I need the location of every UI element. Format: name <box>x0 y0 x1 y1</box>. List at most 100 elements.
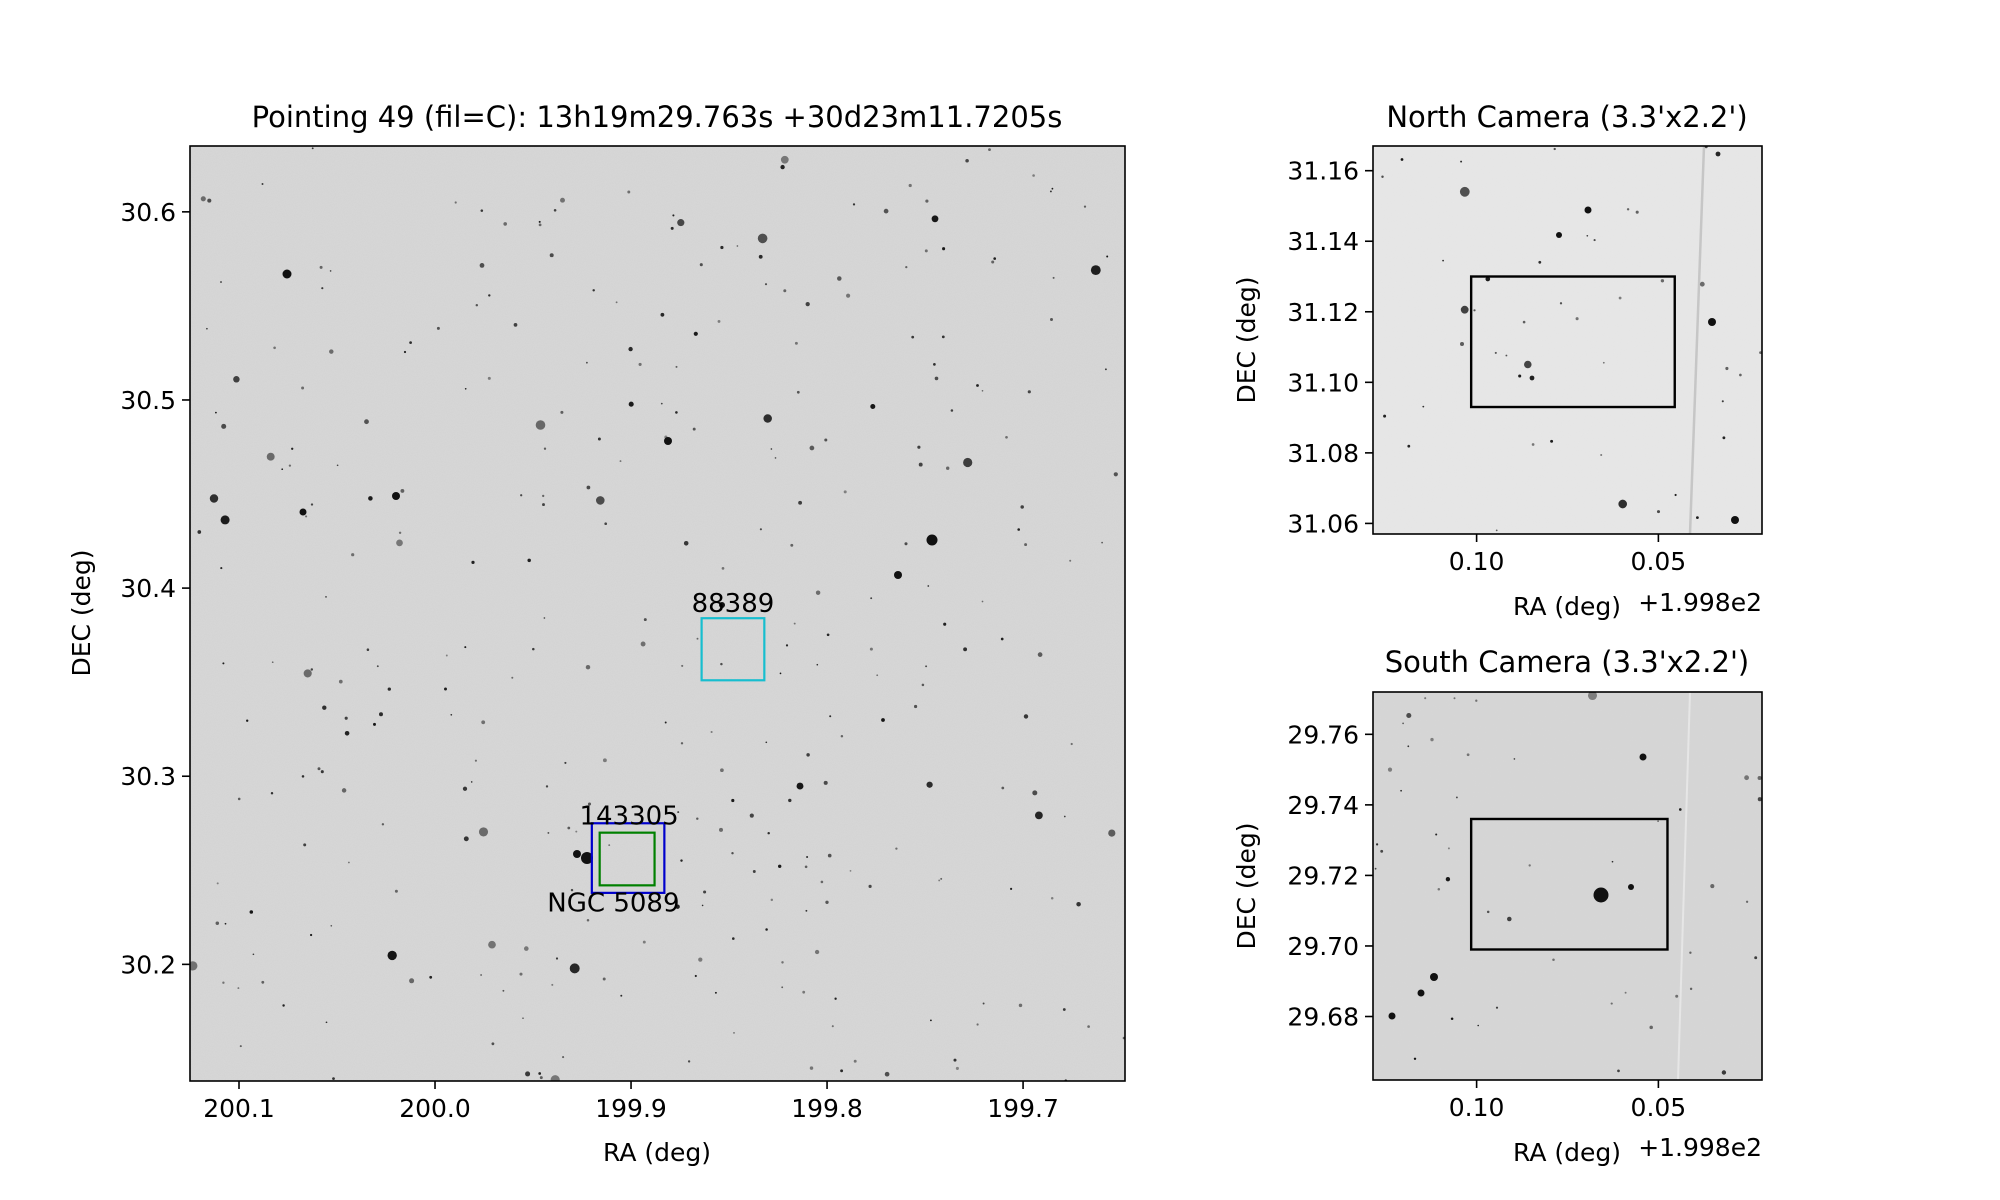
star <box>793 622 796 625</box>
star <box>664 721 667 724</box>
main-y-ticks: 30.2 30.3 30.4 30.5 30.6 <box>120 198 190 979</box>
star <box>628 401 634 407</box>
star <box>831 1025 834 1028</box>
star <box>774 457 777 459</box>
star <box>670 226 674 230</box>
star <box>905 265 908 269</box>
star <box>717 319 721 323</box>
main-panel: Pointing 49 (fil=C): 13h19m29.763s +30d2… <box>67 100 1126 1167</box>
star <box>1380 849 1384 853</box>
star <box>883 208 889 214</box>
star <box>733 1032 735 1034</box>
star <box>1689 987 1693 991</box>
star <box>693 331 698 336</box>
star <box>925 199 929 203</box>
north-x-ticks: 0.10 0.05 <box>1449 534 1686 576</box>
star <box>329 270 332 272</box>
star <box>1447 847 1450 850</box>
star <box>849 870 852 872</box>
star <box>1710 884 1715 889</box>
star <box>200 196 206 202</box>
star <box>1699 281 1705 287</box>
star <box>1660 279 1665 283</box>
star <box>479 263 485 268</box>
star <box>409 978 415 984</box>
star <box>870 404 876 409</box>
star <box>596 496 605 505</box>
star <box>627 190 631 194</box>
star <box>1005 435 1008 439</box>
star <box>310 668 314 671</box>
star <box>1586 234 1589 237</box>
star <box>783 289 787 293</box>
star <box>344 731 350 736</box>
star <box>918 462 923 467</box>
star <box>736 245 739 247</box>
bright-star <box>392 492 400 500</box>
star <box>926 781 933 788</box>
star <box>911 335 915 339</box>
north-fov-box <box>1469 275 1676 409</box>
south-y-tick-label: 29.76 <box>1287 720 1359 749</box>
star <box>1674 493 1677 497</box>
star <box>373 722 376 726</box>
star <box>325 1021 328 1024</box>
star <box>261 183 264 185</box>
star <box>398 531 402 534</box>
star <box>1656 510 1661 514</box>
star <box>336 464 339 467</box>
star <box>464 387 467 390</box>
bright-star <box>1388 1012 1396 1020</box>
star <box>770 448 773 450</box>
star <box>1635 210 1639 214</box>
star <box>1001 786 1005 790</box>
star <box>846 293 851 298</box>
star <box>330 924 333 927</box>
star <box>1524 360 1532 369</box>
star <box>798 500 803 505</box>
star <box>1602 361 1605 364</box>
bright-star <box>894 571 902 579</box>
star <box>543 447 547 450</box>
star <box>1032 790 1038 796</box>
star <box>1757 775 1762 781</box>
star <box>1678 808 1682 811</box>
star <box>215 921 220 926</box>
star <box>224 922 227 925</box>
main-x-axis-label: RA (deg) <box>603 1138 711 1167</box>
star <box>781 961 784 964</box>
star <box>752 870 756 873</box>
star <box>946 466 950 470</box>
star <box>934 376 939 381</box>
star <box>525 1071 531 1077</box>
star <box>207 198 212 203</box>
star <box>1552 958 1555 961</box>
star <box>950 409 954 412</box>
star <box>757 233 768 244</box>
star <box>310 503 314 506</box>
star <box>366 648 370 651</box>
star <box>481 720 486 725</box>
star <box>560 410 564 414</box>
star <box>338 679 343 684</box>
north-camera-panel: North Camera (3.3'x2.2') 0.10 0.05 31.063… <box>1232 100 1763 621</box>
star <box>1400 789 1402 792</box>
star <box>1023 714 1029 719</box>
star <box>454 201 457 204</box>
star <box>927 585 930 587</box>
star <box>1757 797 1762 802</box>
star <box>1486 910 1490 914</box>
star <box>714 991 717 994</box>
star <box>853 1059 857 1063</box>
star <box>1759 351 1762 354</box>
star <box>444 687 447 691</box>
star <box>301 775 305 778</box>
bright-star <box>719 602 725 608</box>
south-y-tick-label: 29.72 <box>1287 861 1359 890</box>
star <box>1553 147 1556 151</box>
star <box>1618 296 1622 300</box>
star <box>608 844 611 847</box>
star <box>876 674 879 677</box>
north-fov-rect <box>1469 275 1676 409</box>
star <box>1032 174 1035 177</box>
